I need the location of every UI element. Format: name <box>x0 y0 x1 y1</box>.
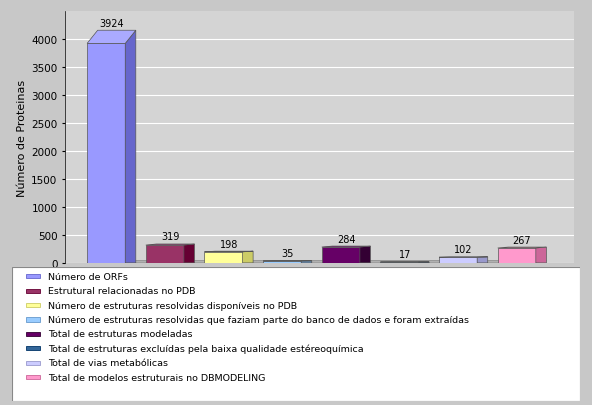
Polygon shape <box>360 247 371 263</box>
Text: 267: 267 <box>513 235 532 245</box>
Polygon shape <box>87 44 126 263</box>
Bar <box>26 361 40 365</box>
Text: 102: 102 <box>454 245 472 255</box>
Bar <box>26 318 40 322</box>
Polygon shape <box>439 258 477 263</box>
Polygon shape <box>477 257 488 263</box>
Polygon shape <box>184 244 194 263</box>
Text: Total de estruturas excluídas pela baixa qualidade estéreoquímica: Total de estruturas excluídas pela baixa… <box>48 344 364 353</box>
Polygon shape <box>536 247 546 263</box>
Bar <box>26 346 40 351</box>
Polygon shape <box>204 252 243 263</box>
Polygon shape <box>146 244 194 245</box>
Polygon shape <box>498 247 546 248</box>
Text: 3924: 3924 <box>99 19 124 29</box>
Text: Número de estruturas resolvidas que faziam parte do banco de dados e foram extra: Número de estruturas resolvidas que fazi… <box>48 315 469 324</box>
Polygon shape <box>301 261 312 263</box>
Text: 319: 319 <box>161 232 179 242</box>
Polygon shape <box>87 31 136 44</box>
Bar <box>26 289 40 293</box>
Polygon shape <box>263 261 301 263</box>
Text: Número de estruturas resolvidas disponíveis no PDB: Número de estruturas resolvidas disponív… <box>48 301 297 310</box>
Bar <box>26 375 40 379</box>
Polygon shape <box>498 248 536 263</box>
Text: 35: 35 <box>281 249 294 259</box>
Polygon shape <box>243 252 253 263</box>
Polygon shape <box>419 262 429 263</box>
Text: Total de estruturas modeladas: Total de estruturas modeladas <box>48 330 193 339</box>
Y-axis label: Número de Proteinas: Número de Proteinas <box>17 79 27 196</box>
Polygon shape <box>321 247 360 263</box>
Bar <box>26 332 40 336</box>
Text: Número de ORFs: Número de ORFs <box>48 272 128 281</box>
Text: Estrutural relacionadas no PDB: Estrutural relacionadas no PDB <box>48 286 196 296</box>
Polygon shape <box>87 261 546 263</box>
Polygon shape <box>146 245 184 263</box>
Polygon shape <box>381 262 419 263</box>
Polygon shape <box>126 31 136 263</box>
Bar <box>26 303 40 307</box>
Text: 198: 198 <box>220 239 238 249</box>
Text: 284: 284 <box>337 234 355 244</box>
FancyBboxPatch shape <box>12 267 580 401</box>
Text: Total de modelos estruturais no DBMODELING: Total de modelos estruturais no DBMODELI… <box>48 373 266 382</box>
Bar <box>26 275 40 279</box>
Text: Total de vias metabólicas: Total de vias metabólicas <box>48 358 168 367</box>
Text: 17: 17 <box>398 250 411 260</box>
